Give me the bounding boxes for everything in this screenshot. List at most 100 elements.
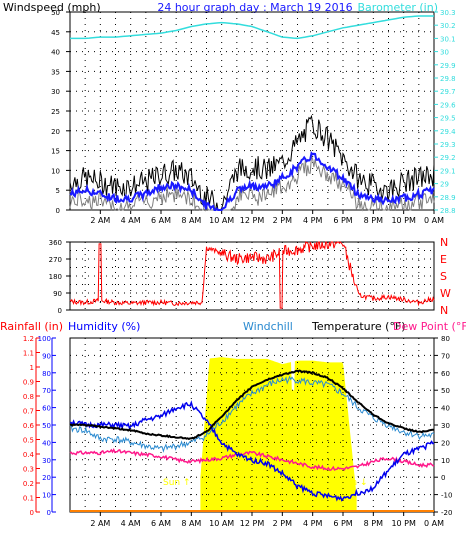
temperature-tick-label: 40 (441, 405, 450, 413)
rainfall-title: Rainfall (in) (0, 320, 63, 333)
sunset-label: Sun ↓ (340, 478, 368, 488)
barometer-tick-label: 29.1 (440, 167, 456, 175)
dewpoint-title: Dew Point (°F) (393, 320, 466, 333)
temperature-tick-label: 80 (441, 335, 450, 343)
rainfall-tick-label: 0 (30, 509, 34, 517)
windspeed-axis: 0 5 10 15 20 25 30 35 40 45 50 (51, 9, 70, 215)
rainfall-tick-label: 0.9 (23, 379, 34, 387)
barometer-title: Barometer (in) (358, 1, 439, 14)
temperature-axis: -20 -10 0 10 20 30 40 50 60 70 80 (434, 335, 452, 517)
barometer-tick-label: 30.1 (440, 35, 456, 43)
windspeed-tick-label: 0 (56, 207, 60, 215)
barometer-tick-label: 30.3 (440, 9, 456, 17)
time-tick-label: 2 AM (90, 519, 110, 528)
time-tick-label: 0 AM (424, 216, 444, 225)
wind-raw-line (69, 156, 435, 212)
humidity-tick-label: 90 (42, 352, 51, 360)
temp-panel-grid (70, 338, 434, 512)
humidity-tick-label: 0 (47, 509, 51, 517)
time-tick-label: 2 AM (90, 216, 110, 225)
barometer-tick-label: 28.8 (440, 207, 456, 215)
time-tick-label: 0 AM (424, 519, 444, 528)
time-tick-label: 8 PM (364, 519, 383, 528)
temperature-tick-label: 70 (441, 352, 450, 360)
time-tick-label: 12 PM (240, 216, 265, 225)
windspeed-title: Windspeed (mph) (3, 1, 101, 14)
direction-tick-label: 90 (53, 290, 62, 298)
wind-panel-grid (70, 12, 434, 210)
compass-label: N (440, 236, 448, 249)
temperature-tick-label: 50 (441, 387, 450, 395)
direction-panel-grid (70, 242, 434, 310)
barometer-tick-label: 29.6 (440, 101, 456, 109)
temperature-line (69, 369, 435, 441)
rainfall-tick-label: 0.3 (23, 466, 34, 474)
compass-label: S (440, 270, 447, 283)
direction-series (69, 241, 435, 309)
windchill-title: Windchill (243, 320, 293, 333)
windspeed-tick-label: 15 (51, 148, 60, 156)
barometer-tick-label: 29.7 (440, 88, 456, 96)
time-tick-label: 4 PM (303, 216, 322, 225)
compass-label: W (440, 287, 451, 300)
direction-tick-label: 270 (49, 256, 62, 264)
time-tick-label: 6 PM (333, 519, 352, 528)
rainfall-tick-label: 0.6 (23, 422, 35, 430)
time-tick-label: 8 AM (181, 216, 201, 225)
temperature-title: Temperature (°F) (311, 320, 406, 333)
wind-direction-line (69, 241, 435, 309)
barometer-tick-label: 29 (440, 181, 449, 189)
humidity-line (69, 400, 435, 502)
humidity-tick-label: 80 (42, 370, 51, 378)
dewpoint-line (69, 447, 435, 472)
barometer-tick-label: 29.2 (440, 154, 456, 162)
barometer-tick-label: 29.9 (440, 62, 456, 70)
time-tick-label: 4 PM (303, 519, 322, 528)
compass-label: N (440, 304, 448, 317)
barometer-line (70, 15, 434, 40)
rainfall-tick-label: 0.8 (23, 393, 34, 401)
windspeed-tick-label: 40 (51, 49, 60, 57)
rainfall-tick-label: 1.2 (23, 335, 34, 343)
temperature-tick-label: 30 (441, 422, 450, 430)
temperature-tick-label: 0 (441, 474, 445, 482)
sunshine-area (200, 357, 357, 512)
time-tick-label: 4 AM (121, 519, 141, 528)
compass-label: E (440, 253, 447, 266)
humidity-tick-label: 70 (42, 387, 51, 395)
rainfall-tick-label: 0.1 (23, 495, 34, 503)
barometer-tick-label: 29.5 (440, 115, 456, 123)
humidity-tick-label: 10 (42, 492, 51, 500)
time-tick-label: 10 AM (209, 216, 234, 225)
windspeed-tick-label: 30 (51, 88, 60, 96)
time-tick-label: 2 PM (273, 216, 292, 225)
wind-gust-line (69, 114, 435, 212)
temperature-tick-label: -10 (441, 492, 452, 500)
time-tick-label: 6 AM (151, 216, 171, 225)
humidity-tick-label: 30 (42, 457, 51, 465)
temperature-tick-label: 20 (441, 439, 450, 447)
barometer-tick-label: 30.2 (440, 22, 456, 30)
time-tick-label: 6 PM (333, 216, 352, 225)
direction-tick-label: 0 (58, 307, 62, 315)
sunrise-label: Sun ↑ (163, 478, 191, 488)
windspeed-tick-label: 10 (51, 167, 60, 175)
barometer-tick-label: 29.4 (440, 128, 456, 136)
humidity-tick-label: 20 (42, 474, 51, 482)
temperature-tick-label: 10 (441, 457, 450, 465)
direction-tick-label: 180 (49, 273, 62, 281)
barometer-tick-label: 28.9 (440, 194, 456, 202)
rainfall-tick-label: 1.1 (23, 350, 34, 358)
windspeed-tick-label: 50 (51, 9, 60, 17)
windspeed-tick-label: 35 (51, 68, 60, 76)
humidity-tick-label: 50 (42, 422, 51, 430)
windspeed-tick-label: 45 (51, 29, 60, 37)
rainfall-tick-label: 0.2 (23, 480, 34, 488)
windspeed-tick-label: 25 (51, 108, 60, 116)
wind-time-axis: 2 AM 4 AM 6 AM 8 AM 10 AM 12 PM 2 PM 4 PM 6 PM 8 … (90, 210, 444, 225)
temp-time-axis: 2 AM 4 AM 6 AM 8 AM 10 AM 12 PM 2 PM 4 PM 6 PM 8 … (90, 512, 444, 528)
time-tick-label: 4 AM (121, 216, 141, 225)
time-tick-label: 10 PM (391, 519, 416, 528)
wind-average-line (69, 151, 435, 211)
